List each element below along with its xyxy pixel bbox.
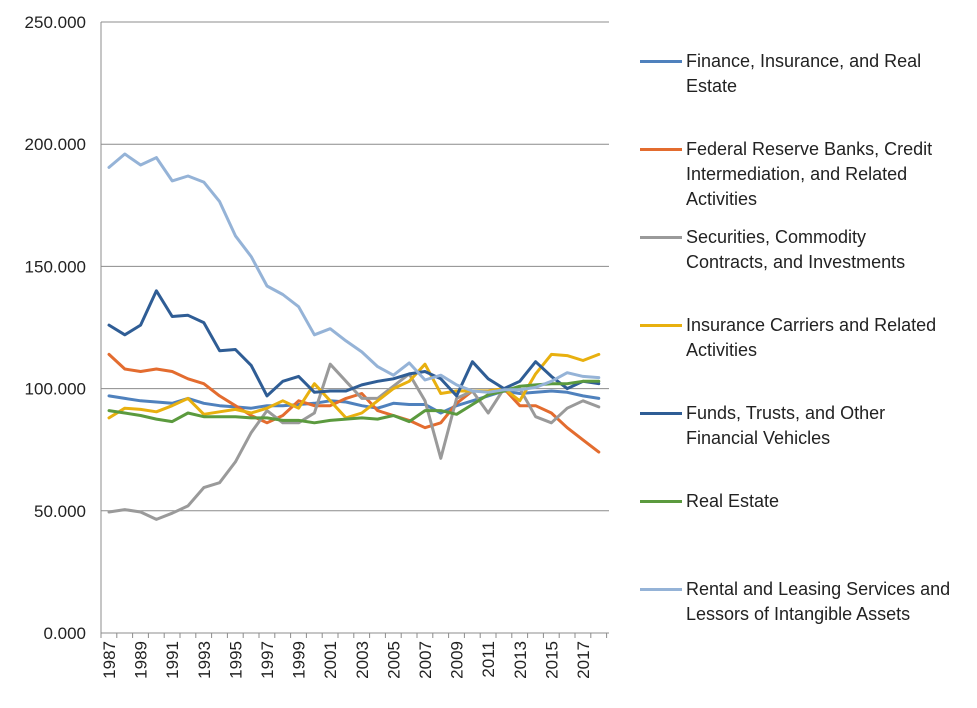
legend-swatch [640,148,682,151]
series-line-insurance-carriers-and-related-activities [107,352,601,420]
y-tick-label: 150.000 [25,257,86,276]
axes [100,22,609,638]
x-tick-label: 2009 [448,641,467,679]
gridlines [101,21,609,512]
legend-label: Federal Reserve Banks, Credit Intermedia… [686,139,933,209]
y-tick-label: 200.000 [25,135,86,154]
x-tick-label: 1989 [132,641,151,679]
x-tick-label: 2003 [353,641,372,679]
y-tick-labels: 0.000 50.000 100.000 150.000 200.000 250.000 [25,13,86,643]
series-line-federal-reserve-banks-credit-intermediation-and-related-activities [107,352,601,454]
series-line-real-estate [107,379,601,425]
legend-swatch [640,588,682,591]
legend-label: Securities, Commodity Contracts, and Inv… [686,227,906,272]
legend-swatch [640,500,682,503]
legend-label: Funds, Trusts, and Other Financial Vehic… [686,403,886,448]
x-tick-label: 1997 [258,641,277,679]
x-tick-label: 1995 [226,641,245,679]
legend-swatch [640,412,682,415]
legend-swatch [640,236,682,239]
x-tick-label: 2007 [416,641,435,679]
x-tick-label: 2001 [321,641,340,679]
x-tick-labels: 1987 1989 1991 1993 1995 1997 1999 2001 2003 2005… [100,641,593,679]
x-tick-label: 2005 [384,641,403,679]
legend-swatch [640,60,682,63]
series-lines [107,152,601,521]
series-line-rental-and-leasing-services-and-lessors-of-intangible-assets [107,152,601,394]
x-tick-label: 2017 [574,641,593,679]
legend-label: Rental and Leasing Services and Lessors … [686,579,951,624]
x-tick-label: 2015 [542,641,561,679]
x-tick-label: 1993 [195,641,214,679]
legend-label: Insurance Carriers and Related Activitie… [686,315,937,360]
y-tick-label: 50.000 [34,502,86,521]
y-tick-label: 100.000 [25,380,86,399]
x-tick-label: 2013 [511,641,530,679]
x-tick-label: 2011 [479,641,498,678]
legend-label: Real Estate [686,491,780,511]
legend-label: Finance, Insurance, and Real Estate [686,51,922,96]
x-tick-label: 1987 [100,641,119,679]
x-tick-label: 1991 [163,641,182,679]
y-tick-label: 0.000 [43,624,86,643]
y-tick-label: 250.000 [25,13,86,32]
series-line-funds-trusts-and-other-financial-vehicles [107,289,601,398]
x-tick-label: 1999 [290,641,309,679]
legend-swatch [640,324,682,327]
